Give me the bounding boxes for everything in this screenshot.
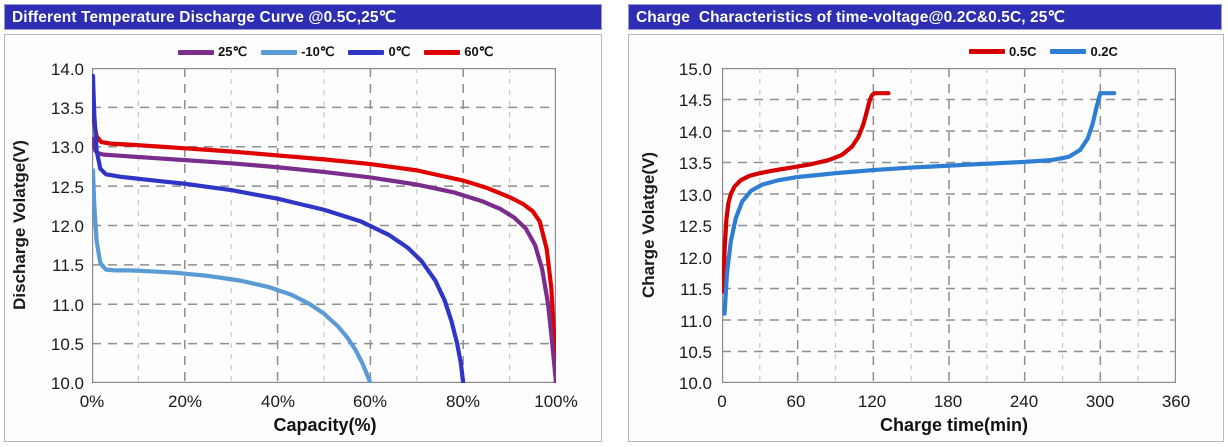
legend-swatch-0-2c — [1050, 49, 1087, 54]
plot-area-charge — [722, 68, 1176, 383]
x-tick-120min: 120 — [857, 392, 887, 411]
legend-item-minus10c: -10℃ — [261, 44, 334, 60]
y-tick-c-11-5: 11.5 — [680, 280, 712, 299]
y-tick-11-0: 11.0 — [52, 296, 84, 315]
x-tick-40pct: 40% — [260, 392, 296, 411]
panel-title-bar-charge: Charge Characteristics of time-voltage@0… — [628, 4, 1222, 30]
y-tick-10-0: 10.0 — [50, 374, 84, 393]
y-tick-c-10-0: 10.0 — [678, 374, 712, 393]
y-tick-c-13-0: 13.0 — [678, 186, 712, 205]
legend-item-60c: 60℃ — [424, 44, 493, 60]
legend-charge: 0.5C 0.2C — [969, 44, 1118, 59]
series-60℃ — [92, 97, 556, 383]
series-25℃ — [92, 136, 556, 383]
legend-swatch-0c — [348, 49, 385, 55]
panel-title-discharge: Different Temperature Discharge Curve @0… — [12, 8, 397, 26]
panel-charge-characteristics: Charge Characteristics of time-voltage@0… — [624, 0, 1228, 447]
y-tick-c-12-0: 12.0 — [678, 249, 712, 268]
y-tick-11-5: 11.5 — [52, 256, 84, 275]
panel-title-charge: Charge Characteristics of time-voltage@0… — [636, 8, 1066, 26]
legend-label-25c: 25℃ — [218, 44, 248, 59]
legend-swatch-minus10c — [261, 49, 298, 55]
x-tick-60min: 60 — [786, 392, 806, 411]
legend-label-60c: 60℃ — [464, 44, 494, 59]
y-tick-12-0: 12.0 — [50, 217, 84, 236]
y-tick-c-13-5: 13.5 — [678, 154, 712, 173]
x-tick-180min: 180 — [933, 392, 963, 411]
legend-swatch-25c — [178, 49, 214, 55]
x-tick-240min: 240 — [1009, 392, 1039, 411]
x-tick-0min: 0 — [717, 392, 727, 411]
legend-item-0c: 0℃ — [348, 44, 410, 60]
y-tick-c-11-0: 11.0 — [680, 312, 712, 331]
y-tick-c-14-5: 14.5 — [678, 91, 712, 110]
y-tick-c-14-0: 14.0 — [678, 123, 712, 142]
y-tick-c-12-5: 12.5 — [678, 217, 712, 236]
legend-label-0-5c: 0.5C — [1009, 44, 1037, 59]
y-tick-c-10-5: 10.5 — [678, 343, 712, 362]
series-0.5C — [722, 91, 891, 294]
x-tick-360min: 360 — [1161, 392, 1191, 411]
x-tick-100pct: 100% — [534, 392, 578, 411]
legend-label-minus10c: -10℃ — [301, 44, 335, 59]
legend-label-0-2c: 0.2C — [1090, 44, 1118, 59]
legend-label-0c: 0℃ — [388, 44, 411, 59]
y-tick-13-5: 13.5 — [50, 99, 84, 118]
series-0℃ — [92, 73, 466, 383]
legend-discharge: 25℃ -10℃ 0℃ 60℃ — [178, 44, 493, 60]
y-tick-14-0: 14.0 — [50, 60, 84, 79]
legend-swatch-60c — [424, 49, 461, 55]
panel-discharge-curve: Different Temperature Discharge Curve @0… — [0, 0, 608, 447]
x-tick-80pct: 80% — [445, 392, 481, 411]
series-0.2C — [722, 91, 1117, 316]
plot-area-discharge — [92, 68, 556, 383]
series--10℃ — [92, 168, 373, 383]
x-tick-60pct: 60% — [352, 392, 388, 411]
legend-item-0-5c: 0.5C — [969, 44, 1036, 59]
x-tick-0pct: 0% — [79, 392, 105, 411]
x-axis-title-discharge: Capacity(%) — [273, 415, 377, 435]
y-tick-12-5: 12.5 — [50, 178, 84, 197]
x-tick-20pct: 20% — [167, 392, 203, 411]
legend-swatch-0-5c — [969, 49, 1005, 54]
x-tick-300min: 300 — [1085, 392, 1115, 411]
y-tick-13-0: 13.0 — [50, 138, 84, 157]
panel-title-bar-discharge: Different Temperature Discharge Curve @0… — [4, 4, 602, 30]
legend-item-25c: 25℃ — [178, 44, 247, 60]
legend-item-0-2c: 0.2C — [1050, 44, 1118, 59]
x-axis-title-charge: Charge time(min) — [879, 415, 1029, 435]
y-tick-10-5: 10.5 — [50, 335, 84, 354]
y-tick-c-15-0: 15.0 — [678, 60, 712, 79]
